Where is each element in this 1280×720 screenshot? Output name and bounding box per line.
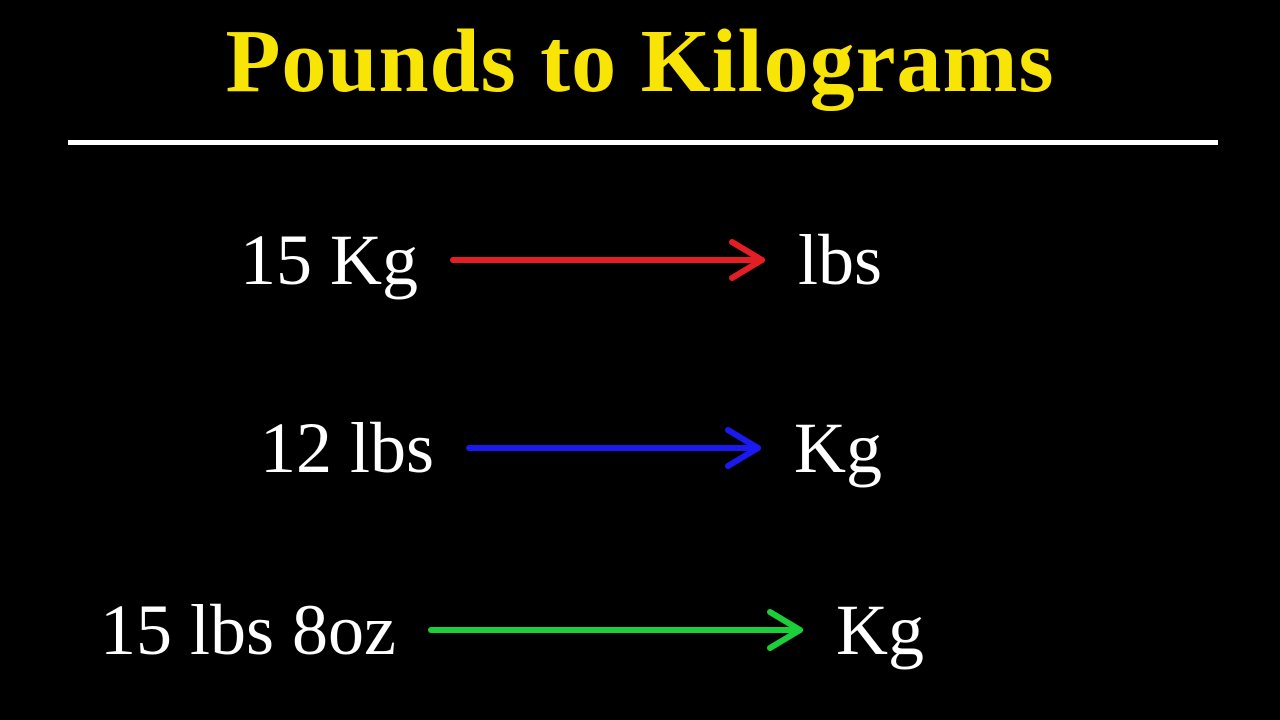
row2-left-value: 12 lbs (260, 407, 434, 490)
row2-right-value: Kg (794, 407, 882, 490)
row3-left-value: 15 lbs 8oz (100, 589, 396, 672)
page-title: Pounds to Kilograms (225, 10, 1054, 113)
conversion-row-1: 15 Kg lbs (240, 200, 882, 320)
row2-arrow (464, 418, 764, 478)
conversion-row-3: 15 lbs 8oz Kg (100, 570, 924, 690)
row1-arrow (448, 230, 768, 290)
row3-right-value: Kg (836, 589, 924, 672)
row1-right-value: lbs (798, 219, 882, 302)
title-underline (68, 140, 1218, 145)
conversion-row-2: 12 lbs Kg (260, 388, 882, 508)
row1-left-value: 15 Kg (240, 219, 418, 302)
row3-arrow (426, 600, 806, 660)
